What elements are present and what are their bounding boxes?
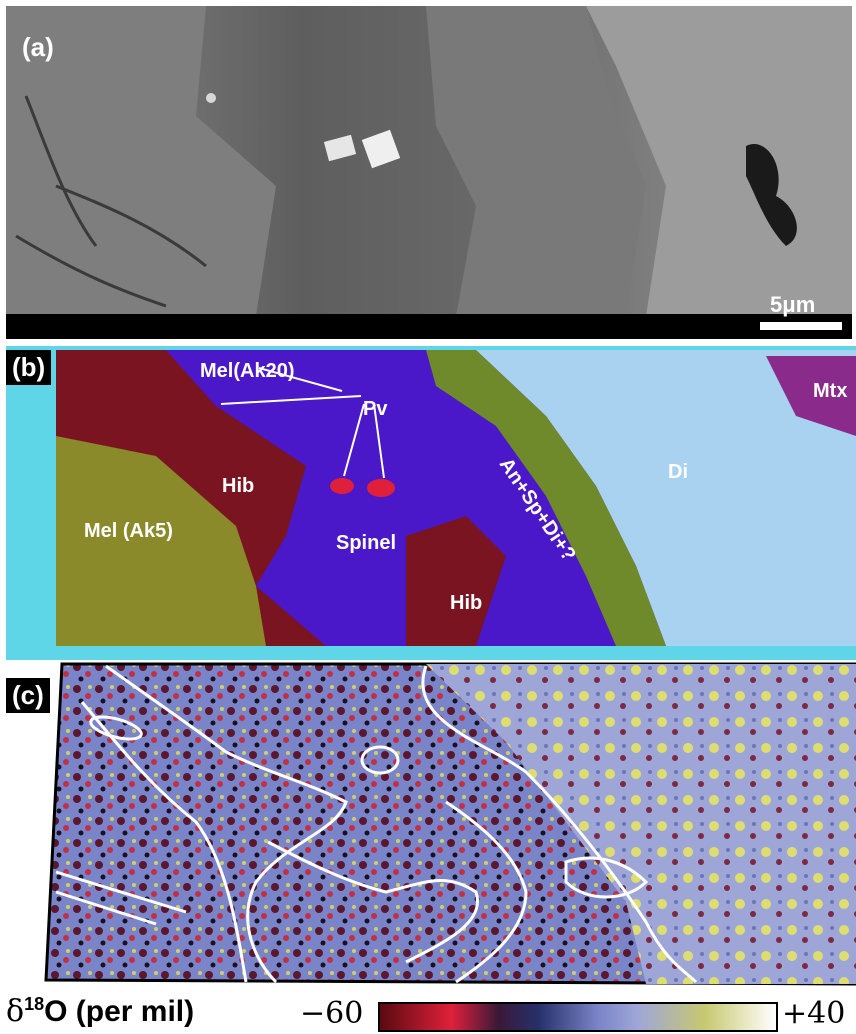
label-mtx: Mtx xyxy=(813,380,847,403)
scale-bar-label: 5μm xyxy=(770,292,815,318)
label-di: Di xyxy=(668,461,688,484)
quantity-super: 18 xyxy=(24,994,44,1014)
colorbar-max-label: +40 xyxy=(782,996,845,1031)
quantity-symbol: δ xyxy=(6,994,24,1029)
sem-image-graphic xyxy=(6,6,852,339)
panel-a-sem-image: (a) 5μm xyxy=(6,6,852,339)
colorbar-min-label: −60 xyxy=(300,996,363,1031)
colorbar-legend: δ18O (per mil) −60 +40 xyxy=(0,990,856,1034)
panel-c-tag: (c) xyxy=(6,678,50,713)
colorbar-quantity-label: δ18O (per mil) xyxy=(6,994,194,1029)
colorbar-gradient xyxy=(378,1002,778,1032)
panel-b-tag: (b) xyxy=(6,350,51,385)
label-hib-lower: Hib xyxy=(450,592,482,615)
label-pv: Pv xyxy=(363,398,387,421)
panel-c-isotope-map: (c) xyxy=(6,662,856,988)
panel-a-tag: (a) xyxy=(16,30,60,65)
scale-bar xyxy=(760,322,842,330)
label-spinel: Spinel xyxy=(336,532,396,555)
label-mel-ak5: Mel (Ak5) xyxy=(84,520,173,543)
quantity-rest: O (per mil) xyxy=(44,995,194,1028)
isotope-map-graphic xyxy=(6,662,856,988)
element-map-graphic xyxy=(6,346,856,660)
panel-b-element-map: (b) Mel(Ak20) Pv Mtx Hib An+Sp+Di+? Di M… xyxy=(6,346,856,660)
label-hib-upper: Hib xyxy=(222,475,254,498)
label-mel-ak20: Mel(Ak20) xyxy=(200,360,294,383)
